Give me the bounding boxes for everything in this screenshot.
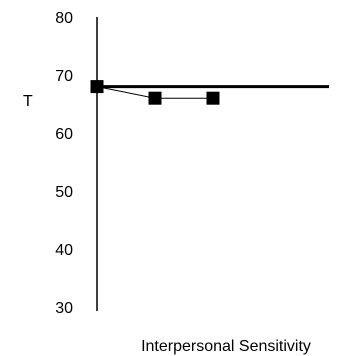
y-tick-label-50: 50	[55, 184, 73, 201]
data-point-2	[206, 91, 220, 105]
y-tick-label-30: 30	[55, 300, 73, 317]
data-point-0	[90, 80, 104, 94]
y-tick-labels: 30 40 50 60 70 80	[55, 10, 73, 317]
y-tick-label-40: 40	[55, 242, 73, 259]
y-tick-label-70: 70	[55, 68, 73, 85]
y-tick-label-80: 80	[55, 10, 73, 27]
data-point-1	[148, 91, 162, 105]
y-axis-title: T	[23, 93, 33, 110]
x-axis-title: Interpersonal Sensitivity	[141, 338, 311, 355]
y-tick-label-60: 60	[55, 126, 73, 143]
series-markers	[90, 80, 220, 105]
